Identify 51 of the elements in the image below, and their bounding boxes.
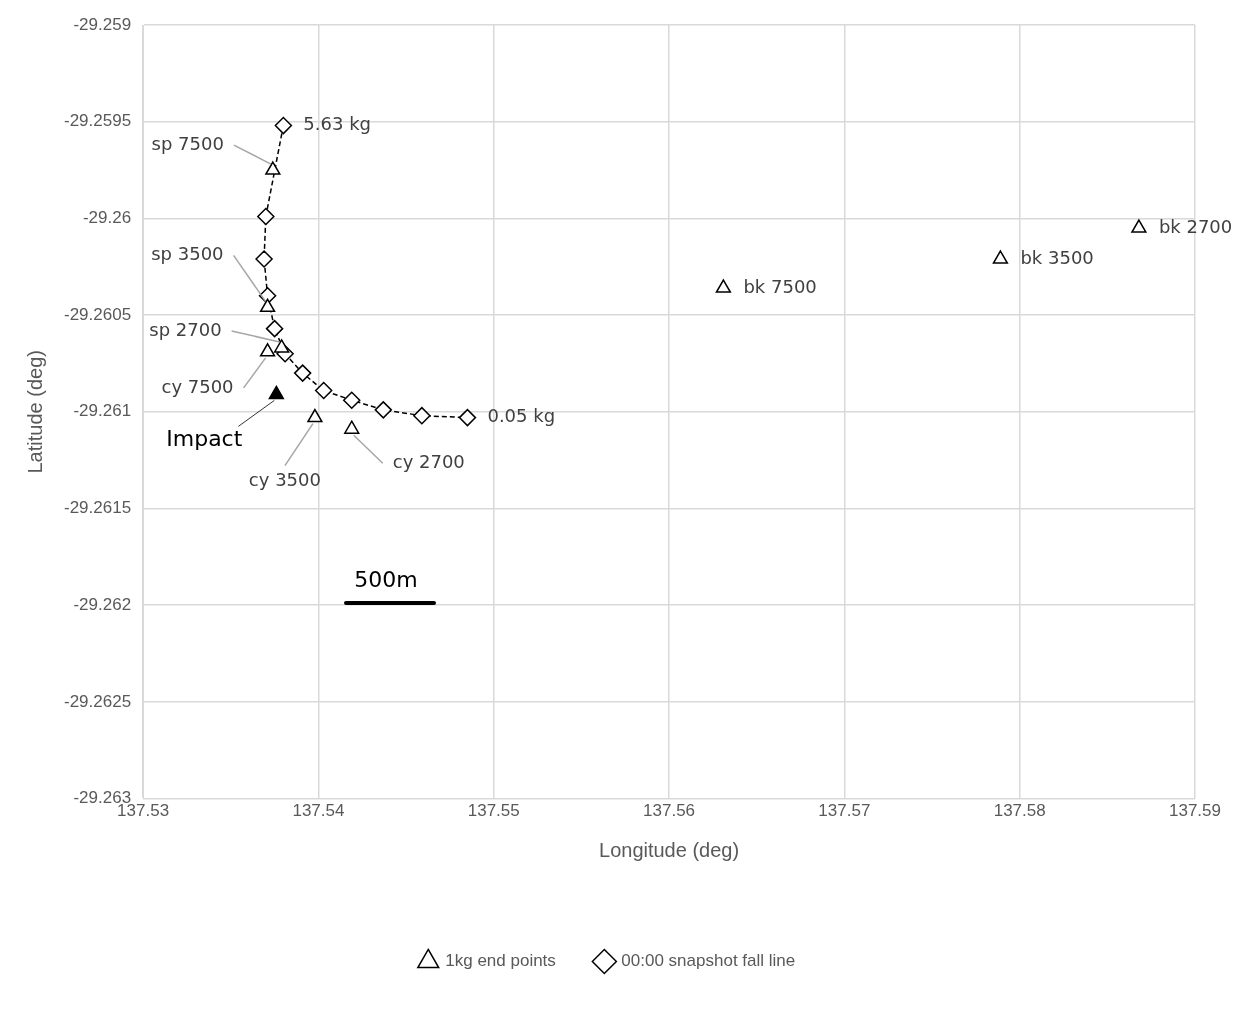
y-tick-label: -29.261 [73, 401, 132, 421]
point [259, 298, 276, 313]
point [344, 420, 360, 434]
annotation: sp 2700 [149, 318, 222, 340]
x-tick-label: 137.55 [467, 801, 520, 821]
annotation: sp 3500 [151, 243, 224, 265]
point [307, 408, 323, 423]
point [992, 250, 1009, 264]
y-tick-label: -29.2605 [63, 304, 132, 324]
x-tick-label: 137.54 [292, 801, 345, 821]
x-tick-label: 137.58 [993, 801, 1046, 821]
y-tick-label: -29.259 [73, 14, 132, 34]
legend-label: 1kg end points [445, 951, 556, 971]
y-tick-label: -29.262 [73, 594, 132, 614]
point [257, 207, 275, 226]
annotation: 5.63 kg [303, 113, 372, 135]
x-tick-label: 137.57 [818, 801, 871, 821]
point [265, 161, 281, 175]
annotation: cy 2700 [392, 450, 465, 472]
point [413, 406, 431, 425]
point [342, 391, 361, 409]
point [314, 381, 333, 400]
annotation: cy 3500 [248, 469, 321, 491]
point [265, 319, 284, 338]
point [273, 339, 290, 353]
point [274, 116, 293, 135]
point [259, 343, 276, 357]
x-tick-label: 137.56 [643, 801, 696, 821]
point [458, 408, 477, 427]
annotation: sp 7500 [151, 132, 224, 154]
annotation: 0.05 kg [487, 405, 556, 427]
point [715, 279, 732, 293]
point [374, 401, 393, 419]
point [293, 364, 312, 382]
point [255, 250, 273, 268]
annotation: bk 7500 [743, 275, 817, 297]
point [1131, 219, 1147, 233]
annotation: cy 7500 [161, 375, 234, 397]
y-tick-label: -29.2615 [63, 498, 132, 518]
annotation: bk 2700 [1158, 215, 1233, 237]
x-axis-title: Longitude (deg) [599, 838, 740, 861]
legend-label: 00:00 snapshot fall line [621, 951, 796, 971]
annotation: 500m [354, 567, 418, 593]
x-tick-label: 137.59 [1169, 801, 1221, 821]
y-axis-title: Latitude (deg) [23, 350, 46, 474]
point [268, 385, 285, 400]
y-tick-label: -29.2625 [63, 691, 132, 711]
y-tick-label: -29.26 [82, 208, 132, 228]
annotation: Impact [166, 426, 243, 452]
annotation: bk 3500 [1020, 246, 1094, 268]
y-tick-label: -29.2595 [63, 111, 132, 131]
